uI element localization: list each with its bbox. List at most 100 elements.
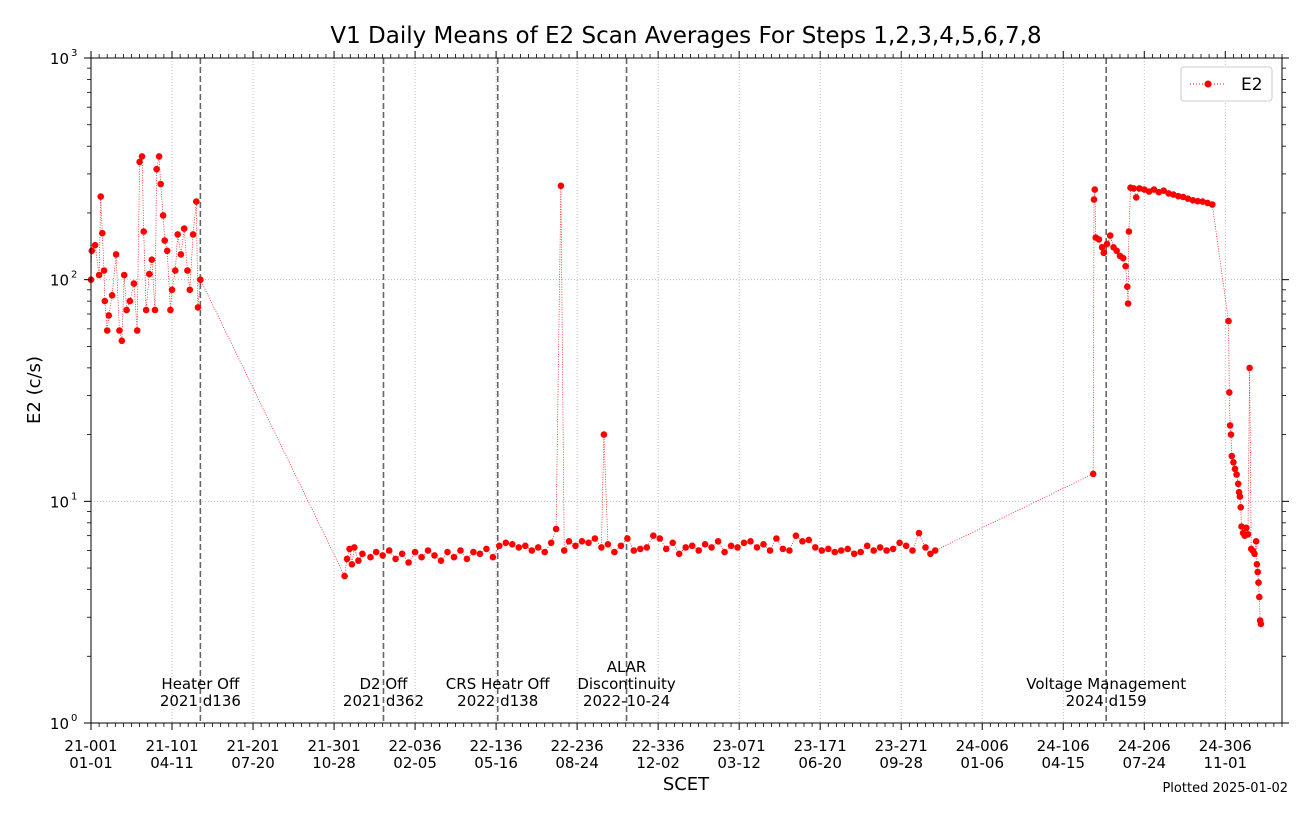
data-point — [140, 228, 147, 235]
x-tick-label-doy: 23-171 — [794, 737, 847, 755]
data-point — [457, 547, 464, 554]
data-point — [1226, 389, 1233, 396]
data-point — [1132, 194, 1140, 201]
data-point — [604, 541, 612, 548]
data-point — [1100, 249, 1108, 257]
x-tick-label-date: 08-24 — [555, 754, 599, 772]
data-point — [1095, 236, 1103, 243]
data-point — [552, 525, 560, 533]
data-point — [392, 555, 399, 563]
data-point — [1255, 579, 1262, 586]
plot-frame — [90, 57, 1283, 724]
data-point — [136, 158, 143, 166]
data-point — [100, 267, 108, 274]
data-point — [411, 548, 419, 556]
x-tick-label-doy: 22-236 — [551, 737, 604, 755]
data-point — [1230, 459, 1237, 466]
data-point — [177, 251, 185, 258]
data-point — [1130, 185, 1137, 192]
data-point — [1251, 550, 1258, 558]
data-point — [896, 539, 903, 547]
legend: E2 — [1180, 66, 1273, 102]
data-point — [437, 557, 445, 564]
data-point — [138, 153, 146, 160]
data-point — [103, 327, 111, 334]
data-point — [1160, 187, 1167, 194]
event-label: 2021 d362 — [343, 692, 424, 710]
data-point — [172, 267, 179, 274]
data-point — [740, 539, 748, 547]
data-point — [496, 542, 503, 550]
data-point — [1122, 262, 1129, 270]
data-point — [1228, 452, 1236, 460]
data-point — [180, 225, 188, 232]
data-point — [1236, 493, 1244, 500]
data-point — [148, 256, 156, 264]
data-point — [1256, 593, 1263, 601]
data-point — [889, 545, 897, 553]
data-point — [1089, 470, 1097, 478]
data-point — [155, 153, 163, 160]
data-point — [902, 542, 910, 550]
data-point — [598, 544, 605, 551]
data-point — [1098, 244, 1106, 251]
data-point — [714, 538, 722, 545]
data-point — [695, 547, 702, 554]
data-point — [142, 306, 150, 314]
y-tick-label: 10 — [50, 272, 69, 290]
y-axis-label: E2 (c/s) — [24, 356, 45, 424]
data-point — [708, 544, 715, 551]
data-point — [863, 542, 871, 550]
data-point — [857, 548, 864, 556]
x-tick-label-doy: 23-071 — [713, 737, 766, 755]
x-tick-label-date: 12-02 — [636, 754, 680, 772]
plotted-date-footnote: Plotted 2025-01-02 — [1162, 781, 1288, 796]
x-tick-label-doy: 22-336 — [632, 737, 685, 755]
axes: 21-00101-0121-10104-1121-20107-2021-3011… — [50, 48, 1289, 772]
data-point — [534, 544, 542, 551]
data-point — [1124, 283, 1131, 291]
data-point — [617, 542, 625, 550]
data-point — [168, 286, 176, 294]
data-point — [1233, 471, 1240, 478]
data-point — [112, 251, 120, 258]
grid-lines — [90, 58, 1282, 723]
chart-title: V1 Daily Means of E2 Scan Averages For S… — [330, 23, 1041, 49]
data-point — [476, 550, 484, 558]
data-point — [1106, 232, 1114, 239]
data-point — [585, 539, 592, 547]
data-point — [159, 212, 167, 219]
data-point — [1119, 254, 1127, 262]
data-point — [1237, 504, 1244, 511]
data-point — [753, 544, 761, 551]
data-point — [870, 547, 877, 554]
data-point — [197, 276, 204, 284]
x-tick-label-doy: 21-001 — [64, 737, 117, 755]
x-tick-label-doy: 21-301 — [307, 737, 360, 755]
data-point — [463, 555, 471, 563]
data-point — [1234, 480, 1242, 488]
data-point — [766, 547, 774, 554]
data-point — [528, 547, 536, 554]
data-point — [837, 547, 845, 554]
x-tick-label-date: 02-05 — [393, 754, 437, 772]
data-point — [565, 538, 573, 545]
data-point — [669, 539, 676, 547]
data-point — [799, 538, 806, 545]
data-point — [876, 544, 884, 551]
data-point — [1125, 228, 1133, 235]
event-label: Discontinuity — [577, 675, 676, 693]
data-point — [372, 548, 380, 556]
data-point — [1246, 364, 1253, 372]
x-tick-label-date: 09-28 — [879, 754, 923, 772]
event-label: 2022 d138 — [457, 692, 538, 710]
event-label: ALAR — [607, 658, 647, 676]
x-tick-label-date: 11-01 — [1203, 754, 1247, 772]
data-point — [167, 306, 174, 314]
data-point — [174, 231, 181, 238]
data-point — [341, 572, 348, 580]
data-point — [927, 550, 934, 558]
data-point — [157, 180, 164, 188]
data-point — [424, 547, 432, 554]
